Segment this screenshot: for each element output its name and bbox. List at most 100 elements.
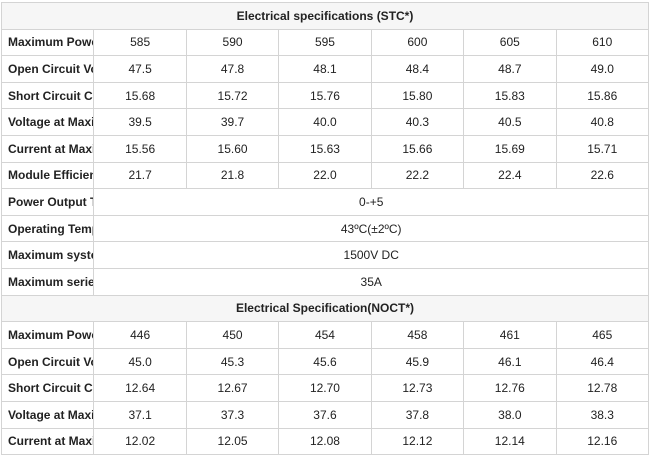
- row-label: Short Circuit Current(Isc/A): [0, 81, 95, 110]
- value-cell: 12.76: [463, 374, 557, 402]
- merged-value: 0-+5: [93, 188, 649, 216]
- value-cell: 15.60: [185, 134, 280, 163]
- row-label: Operating Temperature(ºC): [0, 214, 95, 243]
- section-title: Electrical specifications (STC*): [1, 2, 649, 30]
- section-header: Electrical Specification(NOCT*): [1, 294, 649, 323]
- value-cell: 454: [278, 321, 372, 349]
- spec-row: Open Circuit Voltage(Voc/V)45.045.345.64…: [0, 347, 650, 376]
- value-cell: 12.16: [555, 427, 650, 455]
- value-cell: 48.7: [463, 55, 557, 83]
- spec-row: Short Circuit Current(Isc/A)12.6412.6712…: [0, 374, 650, 402]
- section-title: Electrical Specification(NOCT*): [1, 294, 649, 323]
- value-cell: 40.8: [555, 108, 650, 136]
- spec-row: Power Output Tolerance(W)0-+5: [0, 188, 649, 216]
- spec-row: Maximum system voltage1500V DC: [0, 241, 649, 269]
- value-cell: 22.2: [370, 161, 465, 190]
- value-cell: 15.66: [370, 134, 465, 163]
- row-label: Current at Maximum Power(Imp/A): [0, 134, 95, 163]
- value-cell: 47.8: [185, 55, 280, 83]
- value-cell: 45.9: [370, 347, 465, 376]
- row-label: Voltage at Maximum Power(Vmp/V): [0, 108, 95, 136]
- value-cell: 15.69: [463, 134, 557, 163]
- value-cell: 37.1: [93, 400, 187, 429]
- value-cell: 15.76: [278, 81, 372, 110]
- value-cell: 38.3: [555, 400, 650, 429]
- spec-row: Module Efficiency(%)21.721.822.022.222.4…: [0, 161, 650, 190]
- value-cell: 12.78: [555, 374, 650, 402]
- value-cell: 12.08: [278, 427, 372, 455]
- value-cell: 15.71: [555, 134, 650, 163]
- row-label: Open Circuit Voltage(Voc/V): [0, 55, 95, 83]
- row-label: Maximum system voltage: [0, 241, 95, 269]
- value-cell: 12.02: [93, 427, 187, 455]
- value-cell: 450: [185, 321, 280, 349]
- row-label: Voltage at Maximum Power(Vmp/V): [0, 400, 95, 429]
- value-cell: 15.68: [93, 81, 187, 110]
- value-cell: 15.63: [278, 134, 372, 163]
- value-cell: 49.0: [555, 55, 650, 83]
- value-cell: 46.4: [555, 347, 650, 376]
- value-cell: 12.14: [463, 427, 557, 455]
- value-cell: 22.0: [278, 161, 372, 190]
- spec-row: Operating Temperature(ºC)43ºC(±2ºC): [0, 214, 649, 243]
- spec-row: Open Circuit Voltage(Voc/V)47.547.848.14…: [0, 55, 650, 83]
- value-cell: 22.6: [555, 161, 650, 190]
- section-header: Electrical specifications (STC*): [1, 2, 649, 30]
- row-label: Maximum series fuse rating: [0, 267, 95, 296]
- value-cell: 465: [555, 321, 650, 349]
- row-label: Module Efficiency(%): [0, 161, 95, 190]
- value-cell: 45.6: [278, 347, 372, 376]
- value-cell: 15.86: [555, 81, 650, 110]
- value-cell: 446: [93, 321, 187, 349]
- value-cell: 39.7: [185, 108, 280, 136]
- value-cell: 605: [463, 28, 557, 57]
- value-cell: 12.70: [278, 374, 372, 402]
- value-cell: 12.64: [93, 374, 187, 402]
- merged-value: 43ºC(±2ºC): [93, 214, 649, 243]
- value-cell: 12.05: [185, 427, 280, 455]
- row-label: Maximum Power(Pmax/W): [0, 28, 95, 57]
- spec-row: Current at Maximum Power(Imp/A)15.5615.6…: [0, 134, 650, 163]
- value-cell: 458: [370, 321, 465, 349]
- value-cell: 45.3: [185, 347, 280, 376]
- value-cell: 46.1: [463, 347, 557, 376]
- value-cell: 45.0: [93, 347, 187, 376]
- value-cell: 15.72: [185, 81, 280, 110]
- row-label: Power Output Tolerance(W): [0, 188, 95, 216]
- merged-value: 35A: [93, 267, 649, 296]
- value-cell: 40.3: [370, 108, 465, 136]
- merged-value: 1500V DC: [93, 241, 649, 269]
- value-cell: 47.5: [93, 55, 187, 83]
- value-cell: 12.67: [185, 374, 280, 402]
- value-cell: 21.8: [185, 161, 280, 190]
- value-cell: 37.8: [370, 400, 465, 429]
- value-cell: 37.6: [278, 400, 372, 429]
- value-cell: 590: [185, 28, 280, 57]
- value-cell: 12.73: [370, 374, 465, 402]
- value-cell: 48.4: [370, 55, 465, 83]
- row-label: Short Circuit Current(Isc/A): [0, 374, 95, 402]
- value-cell: 15.80: [370, 81, 465, 110]
- value-cell: 461: [463, 321, 557, 349]
- spec-row: Current at Maximum Power(Imp/A)12.0212.0…: [0, 427, 650, 455]
- value-cell: 22.4: [463, 161, 557, 190]
- spec-row: Short Circuit Current(Isc/A)15.6815.7215…: [0, 81, 650, 110]
- value-cell: 585: [93, 28, 187, 57]
- row-label: Current at Maximum Power(Imp/A): [0, 427, 95, 455]
- spec-row: Maximum series fuse rating35A: [0, 267, 649, 296]
- value-cell: 38.0: [463, 400, 557, 429]
- value-cell: 39.5: [93, 108, 187, 136]
- value-cell: 40.0: [278, 108, 372, 136]
- value-cell: 21.7: [93, 161, 187, 190]
- row-label: Open Circuit Voltage(Voc/V): [0, 347, 95, 376]
- value-cell: 12.12: [370, 427, 465, 455]
- row-label: Maximum Power(Pmax/W): [0, 321, 95, 349]
- value-cell: 15.56: [93, 134, 187, 163]
- value-cell: 48.1: [278, 55, 372, 83]
- value-cell: 610: [555, 28, 650, 57]
- value-cell: 40.5: [463, 108, 557, 136]
